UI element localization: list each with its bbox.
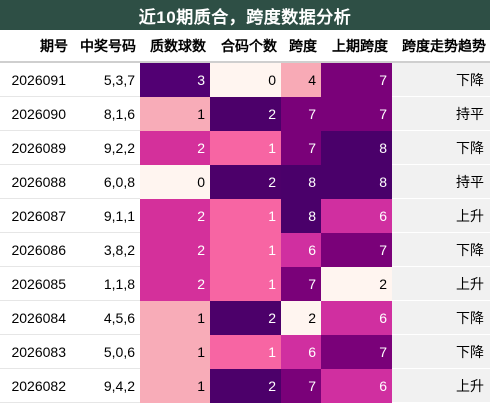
table-row: 2026084 4,5,6 1 2 2 6 下降	[0, 300, 490, 335]
prime-count-cell: 2	[140, 130, 210, 165]
prev-span-cell: 7	[321, 334, 392, 369]
trend-cell: 下降	[392, 130, 490, 165]
winning-numbers-cell: 3,8,2	[72, 232, 140, 267]
winning-numbers-cell: 9,1,1	[72, 198, 140, 233]
prime-count-cell: 1	[140, 300, 210, 335]
winning-numbers-cell: 5,0,6	[72, 334, 140, 369]
span-cell: 4	[281, 62, 321, 97]
issue-cell: 2026083	[0, 334, 72, 369]
header-row: 期号 中奖号码 质数球数 合码个数 跨度 上期跨度 跨度走势趋势	[0, 30, 490, 63]
prev-span-cell: 7	[321, 62, 392, 97]
trend-cell: 下降	[392, 300, 490, 335]
prev-span-cell: 6	[321, 300, 392, 335]
table-row: 2026090 8,1,6 1 2 7 7 持平	[0, 96, 490, 131]
table-row: 2026089 9,2,2 2 1 7 8 下降	[0, 130, 490, 165]
table-row: 2026083 5,0,6 1 1 6 7 下降	[0, 334, 490, 369]
prime-count-cell: 1	[140, 96, 210, 131]
composite-count-cell: 2	[210, 300, 281, 335]
winning-numbers-cell: 5,3,7	[72, 62, 140, 97]
prime-count-cell: 2	[140, 232, 210, 267]
header-span: 跨度	[281, 30, 321, 63]
issue-cell: 2026088	[0, 164, 72, 199]
span-cell: 6	[281, 334, 321, 369]
composite-count-cell: 2	[210, 164, 281, 199]
prev-span-cell: 7	[321, 232, 392, 267]
composite-count-cell: 1	[210, 266, 281, 301]
span-cell: 7	[281, 130, 321, 165]
span-cell: 7	[281, 266, 321, 301]
composite-count-cell: 1	[210, 130, 281, 165]
winning-numbers-cell: 9,2,2	[72, 130, 140, 165]
composite-count-cell: 2	[210, 96, 281, 131]
header-trend: 跨度走势趋势	[392, 30, 490, 63]
composite-count-cell: 1	[210, 334, 281, 369]
table-body: 2026091 5,3,7 3 0 4 7 下降 2026090 8,1,6 1 2 7 7 持平 2026…	[0, 62, 490, 403]
trend-cell: 上升	[392, 266, 490, 301]
trend-cell: 上升	[392, 198, 490, 233]
span-cell: 8	[281, 164, 321, 199]
header-composite-count: 合码个数	[210, 30, 281, 63]
prev-span-cell: 8	[321, 164, 392, 199]
composite-count-cell: 1	[210, 232, 281, 267]
span-cell: 2	[281, 300, 321, 335]
trend-cell: 持平	[392, 96, 490, 131]
winning-numbers-cell: 6,0,8	[72, 164, 140, 199]
trend-cell: 持平	[392, 164, 490, 199]
composite-count-cell: 1	[210, 198, 281, 233]
prime-count-cell: 1	[140, 334, 210, 369]
prev-span-cell: 6	[321, 368, 392, 403]
header-numbers: 中奖号码	[72, 30, 140, 63]
winning-numbers-cell: 9,4,2	[72, 368, 140, 403]
span-cell: 6	[281, 232, 321, 267]
span-cell: 7	[281, 96, 321, 131]
trend-cell: 下降	[392, 62, 490, 97]
issue-cell: 2026089	[0, 130, 72, 165]
issue-cell: 2026091	[0, 62, 72, 97]
table-row: 2026088 6,0,8 0 2 8 8 持平	[0, 164, 490, 199]
prime-count-cell: 3	[140, 62, 210, 97]
issue-cell: 2026085	[0, 266, 72, 301]
table-title: 近10期质合，跨度数据分析	[0, 0, 490, 30]
prime-count-cell: 1	[140, 368, 210, 403]
table-row: 2026091 5,3,7 3 0 4 7 下降	[0, 62, 490, 97]
prime-count-cell: 0	[140, 164, 210, 199]
prev-span-cell: 6	[321, 198, 392, 233]
winning-numbers-cell: 1,1,8	[72, 266, 140, 301]
trend-cell: 下降	[392, 334, 490, 369]
span-cell: 7	[281, 368, 321, 403]
table-row: 2026086 3,8,2 2 1 6 7 下降	[0, 232, 490, 267]
prime-count-cell: 2	[140, 198, 210, 233]
issue-cell: 2026084	[0, 300, 72, 335]
prime-count-cell: 2	[140, 266, 210, 301]
prev-span-cell: 7	[321, 96, 392, 131]
header-prime-count: 质数球数	[140, 30, 210, 63]
composite-count-cell: 0	[210, 62, 281, 97]
table-row: 2026082 9,4,2 1 2 7 6 上升	[0, 368, 490, 403]
span-analysis-table: 期号 中奖号码 质数球数 合码个数 跨度 上期跨度 跨度走势趋势 2026091…	[0, 30, 490, 403]
issue-cell: 2026082	[0, 368, 72, 403]
issue-cell: 2026090	[0, 96, 72, 131]
issue-cell: 2026086	[0, 232, 72, 267]
composite-count-cell: 2	[210, 368, 281, 403]
header-prev-span: 上期跨度	[321, 30, 392, 63]
prev-span-cell: 2	[321, 266, 392, 301]
issue-cell: 2026087	[0, 198, 72, 233]
winning-numbers-cell: 4,5,6	[72, 300, 140, 335]
trend-cell: 上升	[392, 368, 490, 403]
prev-span-cell: 8	[321, 130, 392, 165]
span-cell: 8	[281, 198, 321, 233]
table-row: 2026087 9,1,1 2 1 8 6 上升	[0, 198, 490, 233]
trend-cell: 下降	[392, 232, 490, 267]
winning-numbers-cell: 8,1,6	[72, 96, 140, 131]
header-issue: 期号	[0, 30, 72, 63]
table-row: 2026085 1,1,8 2 1 7 2 上升	[0, 266, 490, 301]
